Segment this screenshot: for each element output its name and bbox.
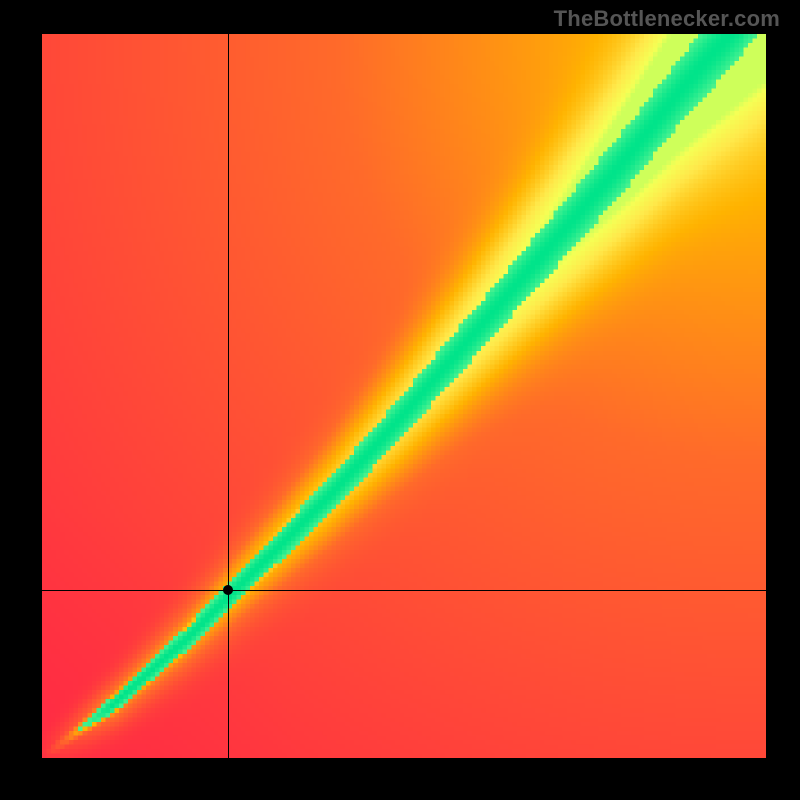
chart-container: TheBottlenecker.com: [0, 0, 800, 800]
heatmap-canvas: [42, 34, 766, 758]
crosshair-horizontal-line: [42, 590, 766, 591]
crosshair-vertical-line: [228, 34, 229, 758]
crosshair-point: [223, 585, 233, 595]
crosshair-horizontal-extension: [766, 590, 800, 591]
watermark-text: TheBottlenecker.com: [554, 6, 780, 32]
heatmap-plot-area: [42, 34, 766, 758]
